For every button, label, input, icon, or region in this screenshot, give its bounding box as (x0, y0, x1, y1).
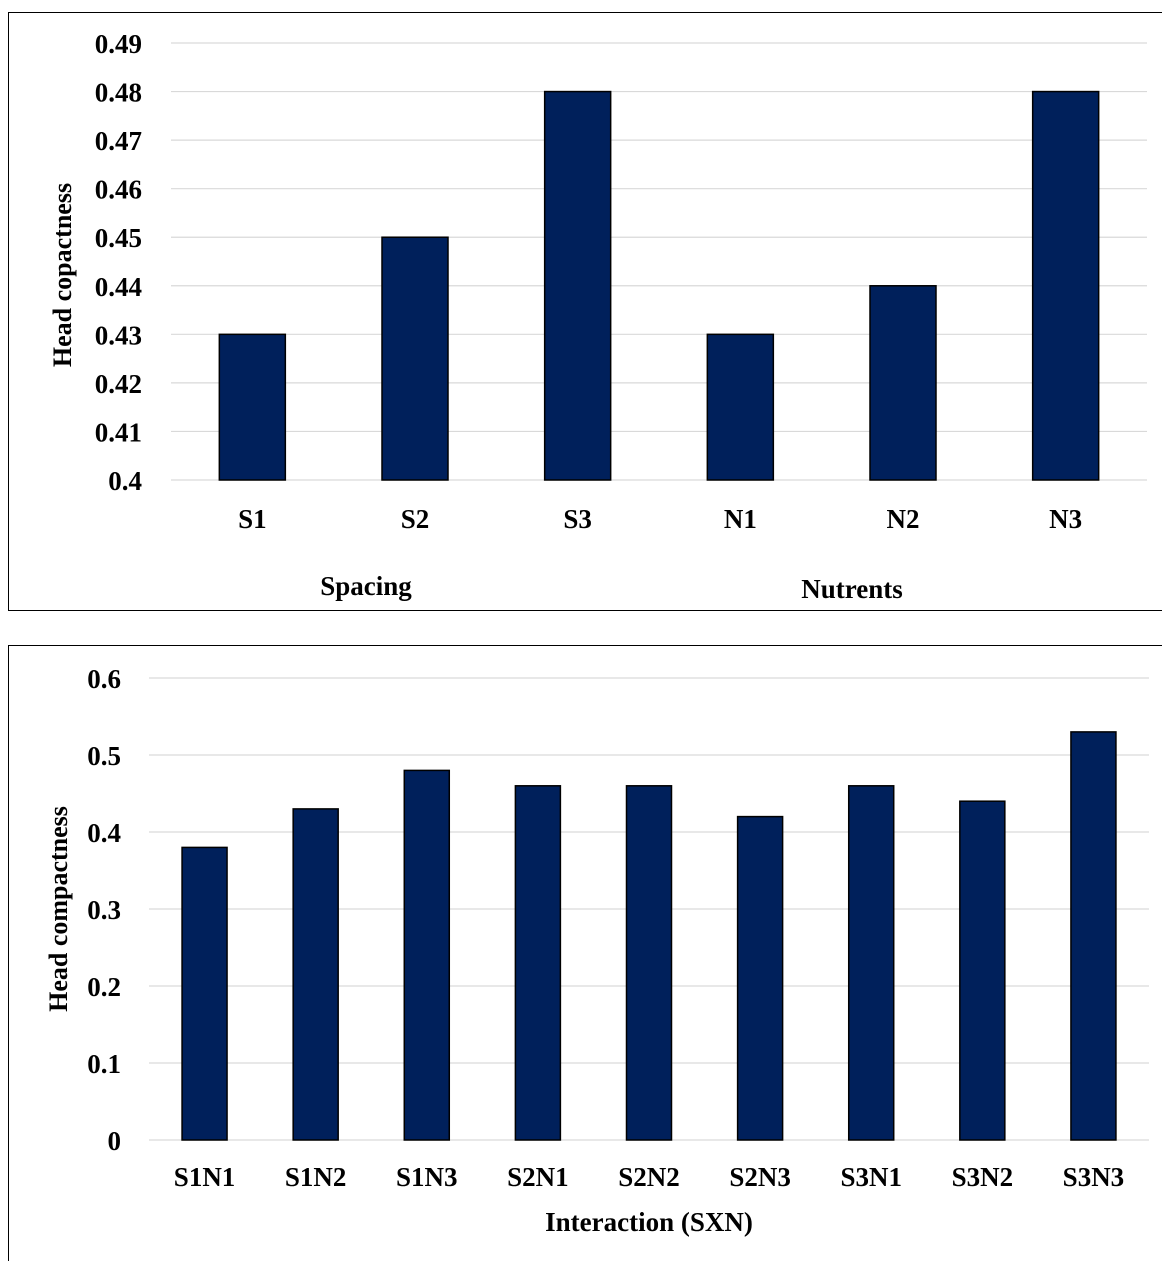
x-tick-label: S1N3 (396, 1162, 458, 1192)
x-tick-label: S2N3 (729, 1162, 791, 1192)
x-tick-label: S3N3 (1063, 1162, 1125, 1192)
x-tick-label: S1N1 (174, 1162, 236, 1192)
bar-n3 (1031, 90, 1100, 481)
y-tick-label: 0.42 (95, 369, 142, 399)
x-tick-label: S3N1 (840, 1162, 902, 1192)
group-label-nutrents: Nutrents (801, 574, 903, 604)
y-tick-label: 0.6 (87, 664, 121, 694)
y-tick-label: 0.47 (95, 126, 142, 156)
bar-s2 (381, 236, 449, 481)
y-tick-label: 0.4 (87, 818, 121, 848)
x-tick-label: N3 (1049, 504, 1082, 534)
bar-s1n2 (292, 808, 339, 1141)
x-axis-label: Interaction (SXN) (545, 1207, 753, 1237)
chart-panel-bottom: 0 0.1 0.2 0.3 0.4 0.5 0.6 S1N1 S1N2 S1N3 S2N1 S2N2… (8, 645, 1162, 1261)
y-tick-label: 0.2 (87, 972, 121, 1002)
y-axis-label: Head compactness (44, 806, 73, 1012)
y-tick-label: 0.46 (95, 175, 142, 205)
y-tick-label: 0.4 (108, 466, 142, 496)
x-tick-label: S2N1 (507, 1162, 569, 1192)
chart-top: 0.40.410.420.430.440.450.460.470.480.49 … (48, 29, 1147, 604)
x-tick-label: N1 (724, 504, 757, 534)
y-tick-label: 0.3 (87, 895, 121, 925)
y-tick-label: 0.43 (95, 320, 142, 350)
y-tick-label: 0.5 (87, 741, 121, 771)
x-tick-label: S1N2 (285, 1162, 347, 1192)
y-tick-label: 0.44 (95, 272, 142, 302)
y-tick-label: 0.49 (95, 29, 142, 59)
bar-s3 (543, 90, 612, 481)
y-tick-label: 0.48 (95, 78, 142, 108)
x-tick-label: S2N2 (618, 1162, 680, 1192)
bar-s1n3 (403, 769, 451, 1141)
bar-n1 (706, 333, 775, 481)
bar-n2 (869, 285, 937, 481)
bar-s1n1 (181, 846, 228, 1141)
x-tick-label: S3 (563, 504, 592, 534)
chart-bottom: 0 0.1 0.2 0.3 0.4 0.5 0.6 S1N1 S1N2 S1N3 S2N1 S2N2… (44, 664, 1149, 1237)
bar-s3n3 (1070, 731, 1117, 1141)
y-tick-label: 0 (108, 1126, 122, 1156)
bar-s2n2 (625, 785, 673, 1141)
group-label-spacing: Spacing (320, 571, 412, 601)
x-tick-label: S2 (401, 504, 430, 534)
y-tick-label: 0.45 (95, 223, 142, 253)
y-tick-label: 0.41 (95, 417, 142, 447)
bar-s1 (218, 333, 287, 481)
x-tick-label: S1 (238, 504, 267, 534)
y-tick-label: 0.1 (87, 1049, 121, 1079)
chart-panel-top: 0.4 0.41 0.42 0.43 0.44 0.45 0.46 0.47 0.48 0.49 … (8, 12, 1162, 611)
bar-s3n2 (959, 800, 1006, 1141)
y-axis-label: Head copactness (48, 183, 77, 367)
bar-s2n1 (514, 785, 562, 1141)
bar-s3n1 (847, 785, 895, 1141)
x-tick-label: S3N2 (952, 1162, 1014, 1192)
x-tick-label: N2 (887, 504, 920, 534)
bar-s2n3 (736, 815, 784, 1141)
